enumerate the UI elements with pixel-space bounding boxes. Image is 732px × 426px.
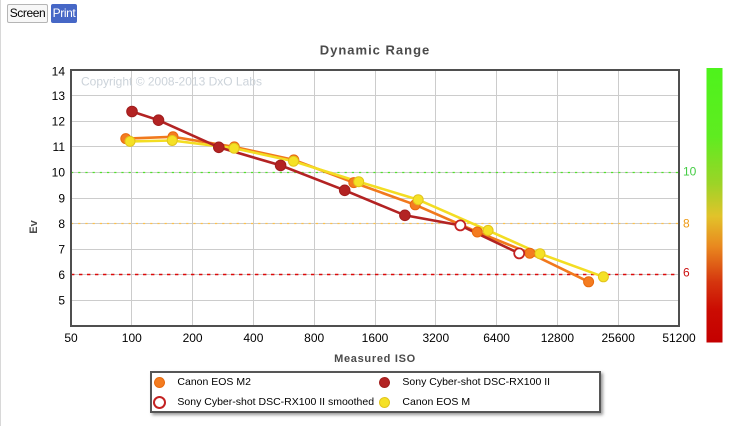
svg-text:51200: 51200 (662, 331, 696, 345)
svg-text:5: 5 (58, 294, 65, 308)
svg-text:Measured ISO: Measured ISO (334, 353, 416, 365)
svg-text:200: 200 (183, 331, 203, 345)
svg-text:10: 10 (52, 166, 66, 180)
svg-text:6: 6 (58, 268, 65, 282)
svg-text:25600: 25600 (602, 331, 636, 345)
svg-text:14: 14 (52, 65, 66, 79)
svg-text:13: 13 (52, 89, 66, 103)
svg-text:6: 6 (683, 266, 690, 280)
svg-text:1600: 1600 (362, 331, 389, 345)
svg-text:800: 800 (304, 331, 324, 345)
svg-text:12800: 12800 (541, 331, 575, 345)
svg-text:Copyright © 2008-2013 DxO Labs: Copyright © 2008-2013 DxO Labs (81, 75, 262, 89)
svg-text:7: 7 (58, 243, 65, 257)
svg-text:11: 11 (53, 140, 66, 154)
svg-text:100: 100 (122, 331, 142, 345)
svg-text:8: 8 (58, 217, 65, 231)
svg-text:6400: 6400 (483, 331, 510, 345)
svg-text:9: 9 (58, 191, 65, 205)
svg-text:8: 8 (683, 216, 690, 230)
svg-text:400: 400 (243, 331, 263, 345)
svg-text:Dynamic Range: Dynamic Range (320, 43, 431, 58)
svg-text:50: 50 (64, 331, 78, 345)
svg-text:10: 10 (683, 165, 697, 179)
svg-text:Ev: Ev (28, 219, 40, 233)
svg-text:12: 12 (52, 115, 66, 129)
svg-text:3200: 3200 (422, 331, 449, 345)
